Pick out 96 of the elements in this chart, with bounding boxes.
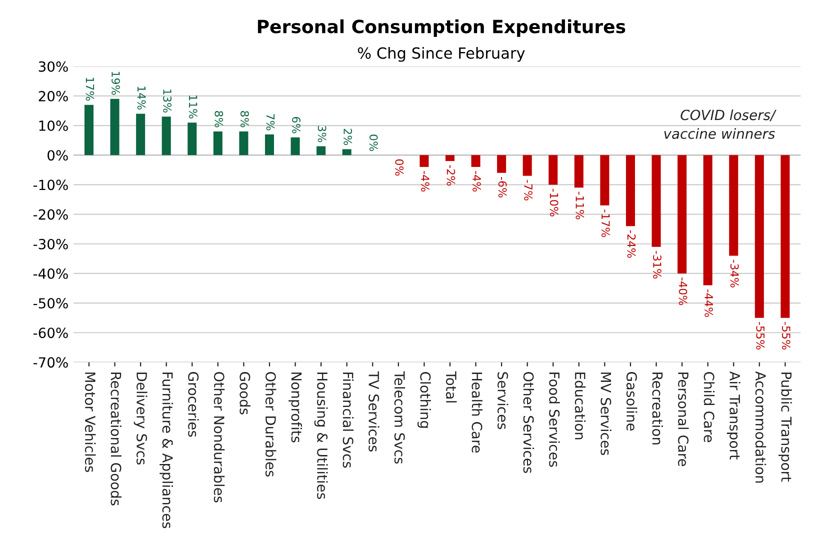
- bar: [780, 155, 790, 318]
- x-tick-label: Telecom Svcs: [394, 371, 406, 464]
- bar: [110, 98, 120, 156]
- bar: [84, 104, 94, 156]
- data-label: 3%: [318, 126, 326, 142]
- data-label: 19%: [112, 72, 120, 95]
- y-tick-label: 0%: [48, 150, 68, 161]
- data-label: -7%: [524, 180, 533, 200]
- bar: [548, 155, 558, 185]
- data-label: -44%: [704, 289, 714, 317]
- data-label: -11%: [576, 192, 584, 220]
- data-label: -6%: [498, 176, 507, 198]
- data-label: -31%: [653, 250, 662, 278]
- annotation: COVID losers/ vaccine winners: [664, 109, 776, 139]
- x-tick-label: Public Transport: [778, 372, 792, 482]
- x-tick-label: Furniture & Appliances: [160, 372, 174, 528]
- y-tick-label: 10%: [39, 120, 68, 132]
- x-tick-label: Gasoline: [626, 372, 638, 431]
- data-label: 7%: [266, 114, 275, 130]
- bar: [574, 155, 584, 188]
- bar: [188, 122, 197, 156]
- bar: [703, 155, 712, 286]
- data-label: 14%: [137, 86, 146, 110]
- data-label: 8%: [214, 111, 224, 128]
- chart-title: Personal Consumption Expenditures: [258, 19, 626, 37]
- data-label: -55%: [782, 322, 790, 350]
- y-tick-label: -10%: [33, 180, 68, 190]
- y-tick-label: -20%: [33, 209, 68, 220]
- bar: [445, 155, 454, 162]
- bar: [162, 116, 171, 156]
- y-tick-label: 20%: [38, 90, 68, 102]
- bar: [420, 155, 429, 167]
- x-tick-label: Accommodation: [755, 371, 766, 483]
- bar: [136, 114, 146, 156]
- bar: [754, 155, 764, 318]
- x-tick-label: Other Nondurables: [214, 372, 225, 502]
- bar: [290, 137, 300, 156]
- data-label: -40%: [678, 278, 688, 306]
- x-tick-label: Total: [446, 371, 457, 402]
- x-tick-label: MV Services: [600, 372, 612, 456]
- x-tick-label: Goods: [240, 372, 250, 414]
- x-tick-label: Delivery Svcs: [134, 372, 148, 465]
- bar: [729, 155, 738, 256]
- x-tick-label: Groceries: [188, 372, 199, 437]
- x-tick-label: Air Transport: [726, 371, 740, 460]
- bar: [678, 155, 687, 274]
- data-label: 8%: [240, 111, 249, 128]
- data-label: 2%: [344, 128, 352, 146]
- x-tick-label: Recreational Goods: [110, 372, 122, 506]
- bar: [316, 146, 326, 156]
- x-tick-label: Other Services: [523, 372, 534, 473]
- x-tick-label: Services: [498, 372, 508, 430]
- bar: [342, 149, 352, 156]
- x-tick-label: Food Services: [549, 372, 560, 467]
- y-tick-label: -50%: [33, 298, 68, 309]
- bar: [626, 155, 635, 226]
- y-tick-label: -70%: [33, 357, 68, 368]
- bar: [522, 155, 532, 176]
- bar: [471, 155, 480, 167]
- data-label: 11%: [188, 96, 198, 118]
- x-tick-label: Recreation: [652, 372, 663, 444]
- x-tick-label: Nonprofits: [288, 372, 302, 442]
- x-tick-label: Housing & Utilities: [314, 372, 328, 499]
- x-tick-label: TV Services: [368, 371, 380, 452]
- data-label: 0%: [369, 134, 378, 151]
- data-label: -4%: [420, 171, 430, 192]
- bar: [600, 155, 610, 206]
- data-label: 17%: [86, 78, 94, 101]
- bar: [652, 155, 661, 247]
- data-label: 6%: [292, 116, 300, 134]
- x-tick-label: Clothing: [417, 372, 431, 428]
- x-tick-label: Personal Care: [678, 372, 689, 466]
- bar: [239, 131, 248, 156]
- bar: [264, 134, 274, 156]
- data-label: -34%: [730, 260, 739, 288]
- chart-subtitle: % Chg Since February: [358, 47, 525, 62]
- data-label: 13%: [163, 90, 172, 112]
- y-tick-label: -40%: [33, 268, 68, 279]
- data-label: -17%: [601, 210, 610, 238]
- x-tick-label: Financial Svcs: [342, 372, 354, 468]
- x-tick-label: Health Care: [472, 372, 482, 453]
- x-tick-label: Motor Vehicles: [84, 372, 96, 472]
- y-tick-label: 30%: [38, 61, 68, 72]
- x-tick-label: Education: [574, 372, 586, 440]
- data-label: -2%: [446, 165, 456, 186]
- data-label: -10%: [550, 188, 558, 216]
- y-tick-label: -30%: [33, 238, 68, 250]
- y-tick-label: -60%: [33, 328, 68, 338]
- bar: [213, 131, 222, 156]
- data-label: 0%: [395, 159, 404, 176]
- data-label: -4%: [472, 171, 481, 192]
- x-tick-label: Other Durables: [265, 372, 276, 477]
- bar: [497, 155, 506, 173]
- data-label: -55%: [756, 322, 765, 350]
- data-label: -24%: [627, 230, 636, 258]
- x-tick-label: Child Care: [704, 372, 715, 442]
